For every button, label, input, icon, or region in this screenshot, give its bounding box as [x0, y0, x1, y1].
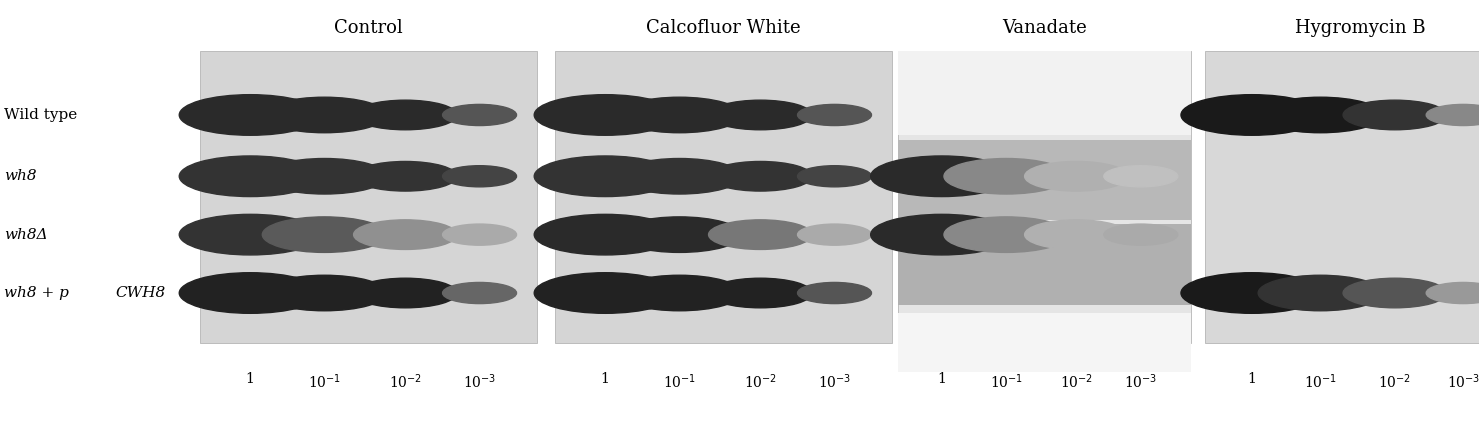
Circle shape	[179, 156, 321, 197]
Circle shape	[617, 217, 741, 253]
Circle shape	[1103, 166, 1177, 187]
Circle shape	[944, 159, 1068, 194]
Text: 1: 1	[600, 372, 609, 386]
Circle shape	[797, 104, 871, 126]
Text: 10$^{-3}$: 10$^{-3}$	[463, 372, 497, 391]
Circle shape	[708, 220, 812, 250]
Circle shape	[534, 95, 676, 135]
Circle shape	[797, 283, 871, 304]
Text: 10$^{-1}$: 10$^{-1}$	[989, 372, 1022, 391]
Circle shape	[617, 97, 741, 133]
Text: 10$^{-3}$: 10$^{-3}$	[1124, 372, 1158, 391]
Circle shape	[708, 100, 812, 130]
FancyBboxPatch shape	[200, 51, 537, 343]
Text: Hygromycin B: Hygromycin B	[1296, 19, 1426, 37]
Text: 10$^{-3}$: 10$^{-3}$	[1446, 372, 1479, 391]
Circle shape	[708, 278, 812, 308]
Circle shape	[1343, 278, 1446, 308]
Circle shape	[617, 275, 741, 311]
FancyBboxPatch shape	[898, 51, 1191, 343]
Text: Control: Control	[334, 19, 402, 37]
Text: 10$^{-2}$: 10$^{-2}$	[1378, 372, 1411, 391]
Circle shape	[1343, 100, 1446, 130]
Circle shape	[353, 162, 457, 191]
Circle shape	[442, 224, 516, 245]
Circle shape	[871, 214, 1013, 255]
Circle shape	[1025, 220, 1128, 250]
Circle shape	[442, 283, 516, 304]
Text: Vanadate: Vanadate	[1001, 19, 1087, 37]
Text: 1: 1	[938, 372, 947, 386]
Text: 10$^{-2}$: 10$^{-2}$	[744, 372, 776, 391]
Circle shape	[534, 273, 676, 313]
Circle shape	[442, 104, 516, 126]
Text: 1: 1	[246, 372, 254, 386]
Text: 1: 1	[1247, 372, 1257, 386]
Text: 10$^{-1}$: 10$^{-1}$	[1303, 372, 1337, 391]
FancyBboxPatch shape	[898, 224, 1191, 305]
Text: 10$^{-1}$: 10$^{-1}$	[308, 372, 342, 391]
Circle shape	[1426, 283, 1479, 304]
Circle shape	[262, 159, 386, 194]
Circle shape	[1103, 224, 1177, 245]
Circle shape	[179, 95, 321, 135]
Text: wh8Δ: wh8Δ	[4, 228, 47, 242]
Circle shape	[262, 275, 386, 311]
Circle shape	[534, 156, 676, 197]
Circle shape	[442, 166, 516, 187]
Text: Calcofluor White: Calcofluor White	[646, 19, 800, 37]
Text: 10$^{-2}$: 10$^{-2}$	[1060, 372, 1093, 391]
Circle shape	[871, 156, 1013, 197]
Circle shape	[262, 97, 386, 133]
Circle shape	[1180, 273, 1322, 313]
Text: 10$^{-2}$: 10$^{-2}$	[389, 372, 422, 391]
Circle shape	[1180, 95, 1322, 135]
FancyBboxPatch shape	[898, 313, 1191, 372]
Text: wh8 + p: wh8 + p	[4, 286, 70, 300]
Circle shape	[179, 273, 321, 313]
Circle shape	[797, 166, 871, 187]
FancyBboxPatch shape	[898, 51, 1191, 135]
Text: 10$^{-1}$: 10$^{-1}$	[663, 372, 697, 391]
Circle shape	[1259, 97, 1383, 133]
FancyBboxPatch shape	[898, 140, 1191, 220]
Circle shape	[944, 217, 1068, 253]
Circle shape	[534, 214, 676, 255]
Circle shape	[1025, 162, 1128, 191]
FancyBboxPatch shape	[555, 51, 892, 343]
Text: Wild type: Wild type	[4, 108, 78, 122]
Circle shape	[353, 278, 457, 308]
Text: CWH8: CWH8	[115, 286, 166, 300]
Circle shape	[1426, 104, 1479, 126]
Circle shape	[617, 159, 741, 194]
Circle shape	[1259, 275, 1383, 311]
Circle shape	[353, 220, 457, 250]
Circle shape	[353, 100, 457, 130]
Text: 10$^{-3}$: 10$^{-3}$	[818, 372, 852, 391]
FancyBboxPatch shape	[1205, 51, 1479, 343]
Circle shape	[262, 217, 386, 253]
Circle shape	[797, 224, 871, 245]
Text: wh8: wh8	[4, 169, 37, 183]
Circle shape	[179, 214, 321, 255]
Circle shape	[708, 162, 812, 191]
